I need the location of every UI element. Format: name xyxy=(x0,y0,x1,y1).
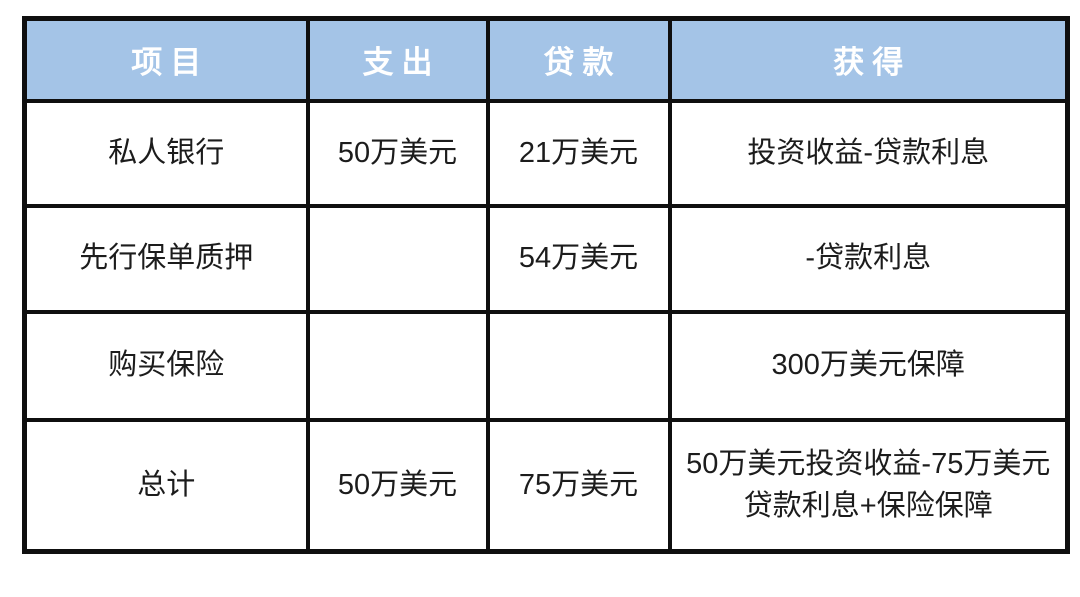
table-cell: 54万美元 xyxy=(485,203,672,314)
table-cell: 21万美元 xyxy=(485,98,672,208)
table-row-policy-pledge: 先行保单质押 54万美元 -贷款利息 xyxy=(22,203,1070,314)
table-cell: 300万美元保障 xyxy=(667,309,1070,422)
col-header-loan: 贷款 xyxy=(485,16,672,103)
table-cell: -贷款利息 xyxy=(667,203,1070,314)
table-row-private-bank: 私人银行 50万美元 21万美元 投资收益-贷款利息 xyxy=(22,98,1070,208)
table-row-total: 总计 50万美元 75万美元 50万美元投资收益-75万美元贷款利息+保险保障 xyxy=(22,417,1070,554)
table-cell: 50万美元 xyxy=(305,417,490,554)
table-cell: 购买保险 xyxy=(22,309,310,422)
table-cell: 50万美元投资收益-75万美元贷款利息+保险保障 xyxy=(667,417,1070,554)
premium-financing-table: 项目 支出 贷款 获得 私人银行 50万美元 21万美元 投资收益-贷款利息 先… xyxy=(22,16,1070,554)
table-cell: 先行保单质押 xyxy=(22,203,310,314)
col-header-gain: 获得 xyxy=(667,16,1070,103)
table-cell xyxy=(305,309,490,422)
table-cell xyxy=(305,203,490,314)
table-row-buy-insurance: 购买保险 300万美元保障 xyxy=(22,309,1070,422)
col-header-item: 项目 xyxy=(22,16,310,103)
table-container: 项目 支出 贷款 获得 私人银行 50万美元 21万美元 投资收益-贷款利息 先… xyxy=(22,16,1070,554)
table-cell: 75万美元 xyxy=(485,417,672,554)
table-cell: 私人银行 xyxy=(22,98,310,208)
table-cell: 投资收益-贷款利息 xyxy=(667,98,1070,208)
col-header-expenditure: 支出 xyxy=(305,16,490,103)
table-header-row: 项目 支出 贷款 获得 xyxy=(22,16,1070,103)
table-cell: 总计 xyxy=(22,417,310,554)
table-cell xyxy=(485,309,672,422)
table-cell: 50万美元 xyxy=(305,98,490,208)
